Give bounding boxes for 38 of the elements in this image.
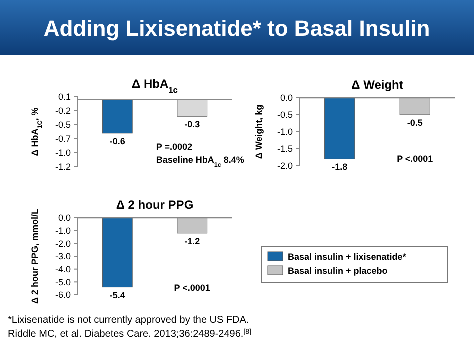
data-label: -0.5 (407, 118, 423, 128)
legend-label: Basal insulin + lixisenatide* (288, 252, 407, 262)
y-tick-label: 0.0 (58, 213, 71, 224)
y-tick-label: -1.0 (277, 127, 293, 138)
annotation: P =.0002 (156, 142, 192, 152)
y-tick-label: -0.7 (55, 134, 71, 144)
annotation: P <.0001 (397, 154, 434, 164)
data-label: -0.6 (110, 136, 126, 146)
y-tick-label: -0.5 (55, 120, 71, 130)
y-tick-label: -5.0 (55, 277, 71, 288)
legend-label: Basal insulin + placebo (288, 266, 388, 276)
data-label: -0.3 (184, 120, 200, 130)
y-axis-title: Δ 2 hour PPG, mmol/L (30, 208, 40, 304)
y-tick-label: -1.2 (55, 162, 71, 172)
data-label: -5.4 (110, 290, 126, 300)
y-tick-label: -2.0 (277, 161, 293, 172)
y-tick-label: -2.0 (55, 238, 71, 249)
y-tick-label: -6.0 (55, 290, 71, 300)
y-tick-label: -3.0 (55, 252, 71, 262)
y-tick-label: -0.2 (55, 106, 71, 116)
y-axis-title: Δ Weight, kg (254, 104, 264, 160)
y-tick-label: -4.0 (55, 264, 71, 274)
text: Adding Lixisenatide* to Basal Insulin (44, 16, 430, 41)
y-tick-label: -1.0 (55, 226, 71, 236)
y-tick-label: -1.0 (55, 148, 71, 158)
y-tick-label: 0.1 (58, 92, 71, 102)
chart-title: Δ HbA$_{1c}$ (132, 77, 178, 95)
annotation: P <.0001 (174, 283, 210, 293)
y-tick-label: -1.5 (277, 144, 293, 154)
chart-title: Δ Weight (352, 78, 404, 92)
y-tick-label: -0.5 (277, 110, 293, 120)
text: Riddle MC, et al. Diabetes Care. 2013;36:2489-2496.$^{[8]}$ (8, 328, 252, 340)
data-label: -1.2 (184, 236, 200, 246)
annotation: Baseline HbA$_{1c}$ 8.4% (156, 155, 244, 168)
chart-title: Δ 2 hour PPG (116, 198, 194, 212)
y-tick-label: 0.0 (280, 93, 293, 104)
text: *Lixisenatide is not currently approved by the US FDA. (8, 315, 250, 326)
data-label: -1.8 (332, 162, 348, 172)
